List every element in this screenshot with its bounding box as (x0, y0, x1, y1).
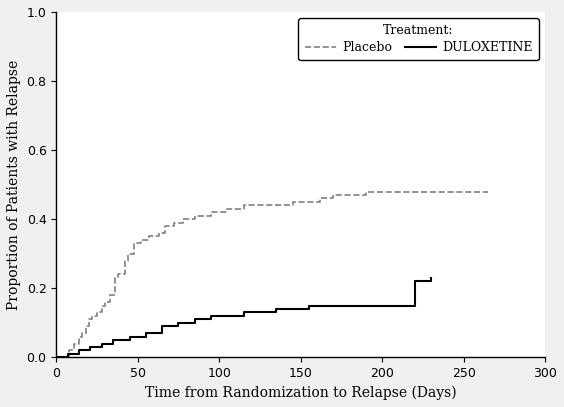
Legend: Placebo, DULOXETINE: Placebo, DULOXETINE (298, 18, 539, 61)
Y-axis label: Proportion of Patients with Relapse: Proportion of Patients with Relapse (7, 59, 21, 310)
X-axis label: Time from Randomization to Relapse (Days): Time from Randomization to Relapse (Days… (145, 386, 456, 400)
